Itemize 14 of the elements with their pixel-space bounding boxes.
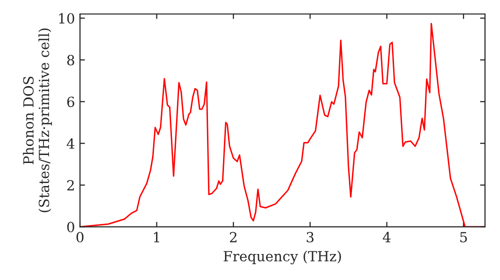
y-tick-label: 10 xyxy=(59,13,74,24)
y-tick-label: 6 xyxy=(67,96,74,108)
y-axis-title: Phonon DOS (States/THz·primitive cell) xyxy=(22,28,52,212)
x-axis-title: Frequency (THz) xyxy=(224,250,341,264)
x-tick-label: 5 xyxy=(460,232,467,242)
y-tick-label: 0 xyxy=(67,222,74,232)
y-tick-label: 2 xyxy=(67,180,74,190)
x-tick-label: 4 xyxy=(382,232,391,242)
y-tick-label: 4 xyxy=(66,138,74,149)
x-tick-label: 1 xyxy=(154,232,160,242)
x-tick-label: 2 xyxy=(230,232,236,242)
y-tick-label: 8 xyxy=(67,54,74,66)
x-tick-label: 0 xyxy=(76,232,84,242)
x-tick-label: 3 xyxy=(306,232,314,242)
